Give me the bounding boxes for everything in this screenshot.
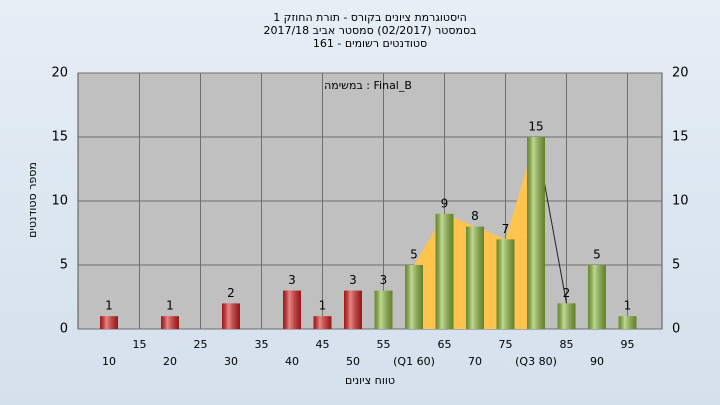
x-tick-label: 65 <box>438 338 452 351</box>
value-label: 5 <box>593 248 601 262</box>
value-label: 1 <box>166 299 174 313</box>
title-line: בסמסטר (02/2017) סמסטר אביב 2017/18 <box>263 24 476 37</box>
x-tick-label: 90 <box>590 355 604 368</box>
x-tick-label: 20 <box>163 355 177 368</box>
y-axis-label: מספר סטודנטים <box>26 162 39 238</box>
bar-shade <box>222 303 240 329</box>
bar-shade <box>374 290 393 329</box>
x-tick-label: 10 <box>102 355 116 368</box>
x-tick-label: 45 <box>316 338 330 351</box>
x-tick-label: 30 <box>224 355 238 368</box>
x-tick-label: 35 <box>255 338 269 351</box>
x-tick-label: 50 <box>346 355 360 368</box>
x-tick-label: 15 <box>133 338 147 351</box>
bar-shade <box>283 290 301 329</box>
x-tick-label: 55 <box>377 338 391 351</box>
value-label: 1 <box>319 299 327 313</box>
bar-shade <box>466 226 484 329</box>
y2-tick-label: 20 <box>672 66 689 81</box>
value-label: 3 <box>349 273 357 287</box>
value-label: 15 <box>528 120 543 134</box>
bar-shade <box>161 316 179 329</box>
title-line: היסטוגרמת ציונים בקורס - תורת החוזק 1 <box>273 11 467 24</box>
value-label: 3 <box>288 273 296 287</box>
value-label: 2 <box>563 286 571 300</box>
x-axis-label: טווח ציונים <box>345 374 395 387</box>
y2-tick-label: 15 <box>672 130 689 145</box>
bar-shade <box>588 265 606 329</box>
value-label: 1 <box>624 299 632 313</box>
bar-shade <box>435 213 454 329</box>
value-label: 7 <box>502 222 510 236</box>
y-tick-label: 20 <box>51 66 68 81</box>
bar-shade <box>100 316 118 329</box>
bar-shade <box>405 265 423 329</box>
bar-shade <box>313 316 332 329</box>
bar-shade <box>557 303 576 329</box>
value-label: 9 <box>441 196 449 210</box>
x-tick-label: 40 <box>285 355 299 368</box>
y2-tick-label: 5 <box>672 258 680 273</box>
bar-shade <box>496 239 515 329</box>
y2-tick-label: 0 <box>672 322 680 337</box>
bar-shade <box>618 316 637 329</box>
value-label: 8 <box>471 209 479 223</box>
bar-shade <box>344 290 362 329</box>
annotation: במשימה : Final_B <box>324 79 412 92</box>
y2-tick-label: 10 <box>672 194 689 209</box>
y-tick-label: 0 <box>60 322 68 337</box>
value-label: 2 <box>227 286 235 300</box>
y-tick-label: 15 <box>51 130 68 145</box>
bar-shade <box>527 137 545 329</box>
x-tick-label: 95 <box>621 338 635 351</box>
x-tick-label: 85 <box>560 338 574 351</box>
x-tick-label: 70 <box>468 355 482 368</box>
x-tick-label: (Q3 80) <box>515 355 557 368</box>
title-line: סטודנטים רשומים - 161 <box>313 37 427 50</box>
y-tick-label: 5 <box>60 258 68 273</box>
x-tick-label: 25 <box>194 338 208 351</box>
value-label: 5 <box>410 248 418 262</box>
value-label: 3 <box>380 273 388 287</box>
x-tick-label: (Q1 60) <box>393 355 435 368</box>
x-tick-label: 75 <box>499 338 513 351</box>
value-label: 1 <box>105 299 113 313</box>
y-tick-label: 10 <box>51 194 68 209</box>
